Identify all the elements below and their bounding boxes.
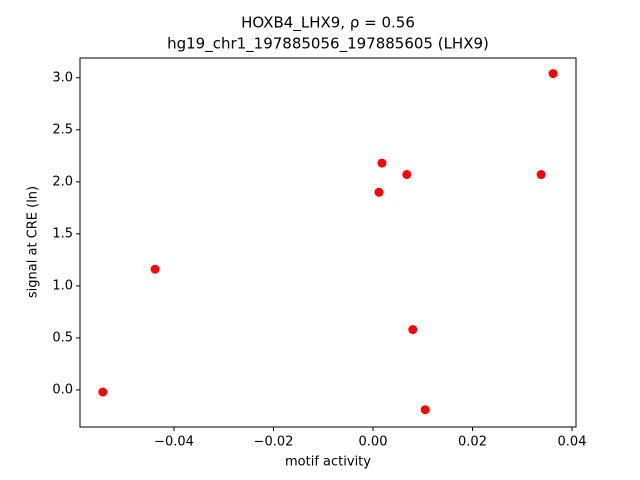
point: [402, 170, 412, 180]
point: [408, 325, 418, 335]
y-tick-label: 2.5: [52, 122, 73, 137]
chart-title: HOXB4_LHX9, ρ = 0.56: [241, 14, 415, 33]
y-tick-label: 2.0: [52, 174, 73, 189]
y-tick-label: 0.5: [52, 330, 73, 345]
point: [374, 187, 384, 197]
point: [150, 264, 160, 274]
x-tick-label: 0.02: [458, 435, 487, 450]
y-axis-label: signal at CRE (ln): [26, 186, 41, 298]
y-tick-label: 1.5: [52, 226, 73, 241]
y-tick-label: 3.0: [52, 70, 73, 85]
point: [377, 158, 387, 168]
point: [536, 170, 546, 180]
x-axis-label: motif activity: [285, 455, 371, 470]
point: [98, 387, 108, 397]
y-tick-label: 0.0: [52, 382, 73, 397]
x-tick-label: 0.04: [558, 435, 587, 450]
point: [420, 405, 430, 415]
point: [548, 69, 558, 79]
plot-frame: [79, 57, 577, 428]
x-tick-label: −0.02: [254, 435, 294, 450]
x-tick-label: 0.00: [359, 435, 388, 450]
x-tick-label: −0.04: [154, 435, 194, 450]
chart-subtitle: hg19_chr1_197885056_197885605 (LHX9): [167, 35, 489, 54]
y-tick-label: 1.0: [52, 278, 73, 293]
